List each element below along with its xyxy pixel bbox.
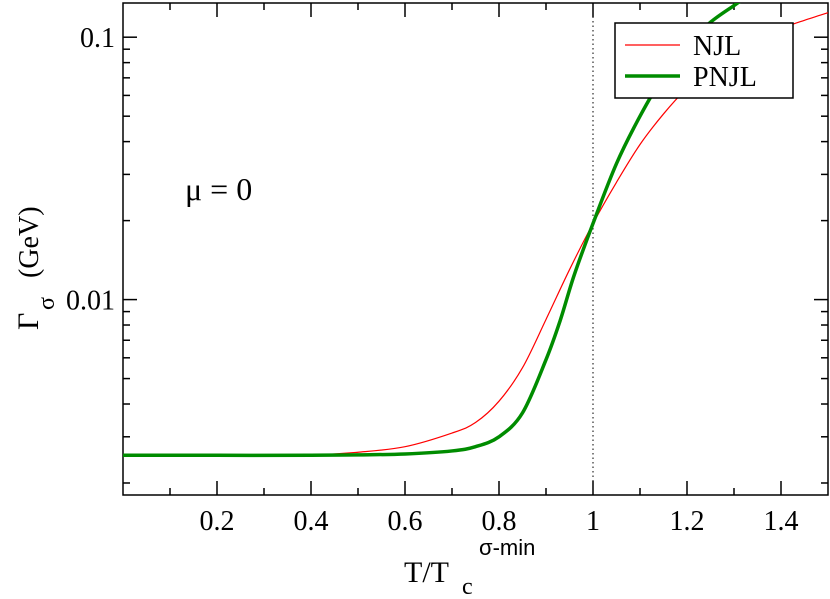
mu-annotation: μ = 0 [185,171,252,207]
y-axis-title-unit: (GeV) [14,206,45,278]
legend: NJL PNJL [614,22,794,99]
x-axis-title-main: T/T [404,556,449,589]
x-axis-title: T/T c σ-min [404,535,535,599]
x-axis-ticks [169,3,782,495]
y-tick-label: 0.01 [66,286,115,317]
legend-box [614,22,794,99]
x-tick-label: 1 [586,506,600,537]
y-axis-title: Γ σ (GeV) [12,206,60,330]
x-tick-label: 1.2 [670,506,705,537]
x-axis-title-sup: σ-min [479,535,535,560]
x-tick-label: 0.2 [200,506,235,537]
y-axis-title-sub: σ [34,297,60,310]
y-axis-ticks [123,36,828,484]
y-tick-label: 0.1 [80,23,115,54]
legend-label-pnjl: PNJL [693,62,757,93]
plot-frame [122,2,829,496]
x-tick-label: 1.4 [764,506,799,537]
y-axis-title-main: Γ [12,313,45,330]
legend-label-njl: NJL [693,31,741,62]
x-tick-label: 0.6 [388,506,423,537]
x-axis-title-sub: c [462,574,473,599]
x-tick-label: 0.8 [482,506,517,537]
x-axis-tick-labels: 0.2 0.4 0.6 0.8 1 1.2 1.4 [200,506,799,537]
y-axis-tick-labels: 0.01 0.1 [66,23,115,316]
x-tick-label: 0.4 [294,506,329,537]
